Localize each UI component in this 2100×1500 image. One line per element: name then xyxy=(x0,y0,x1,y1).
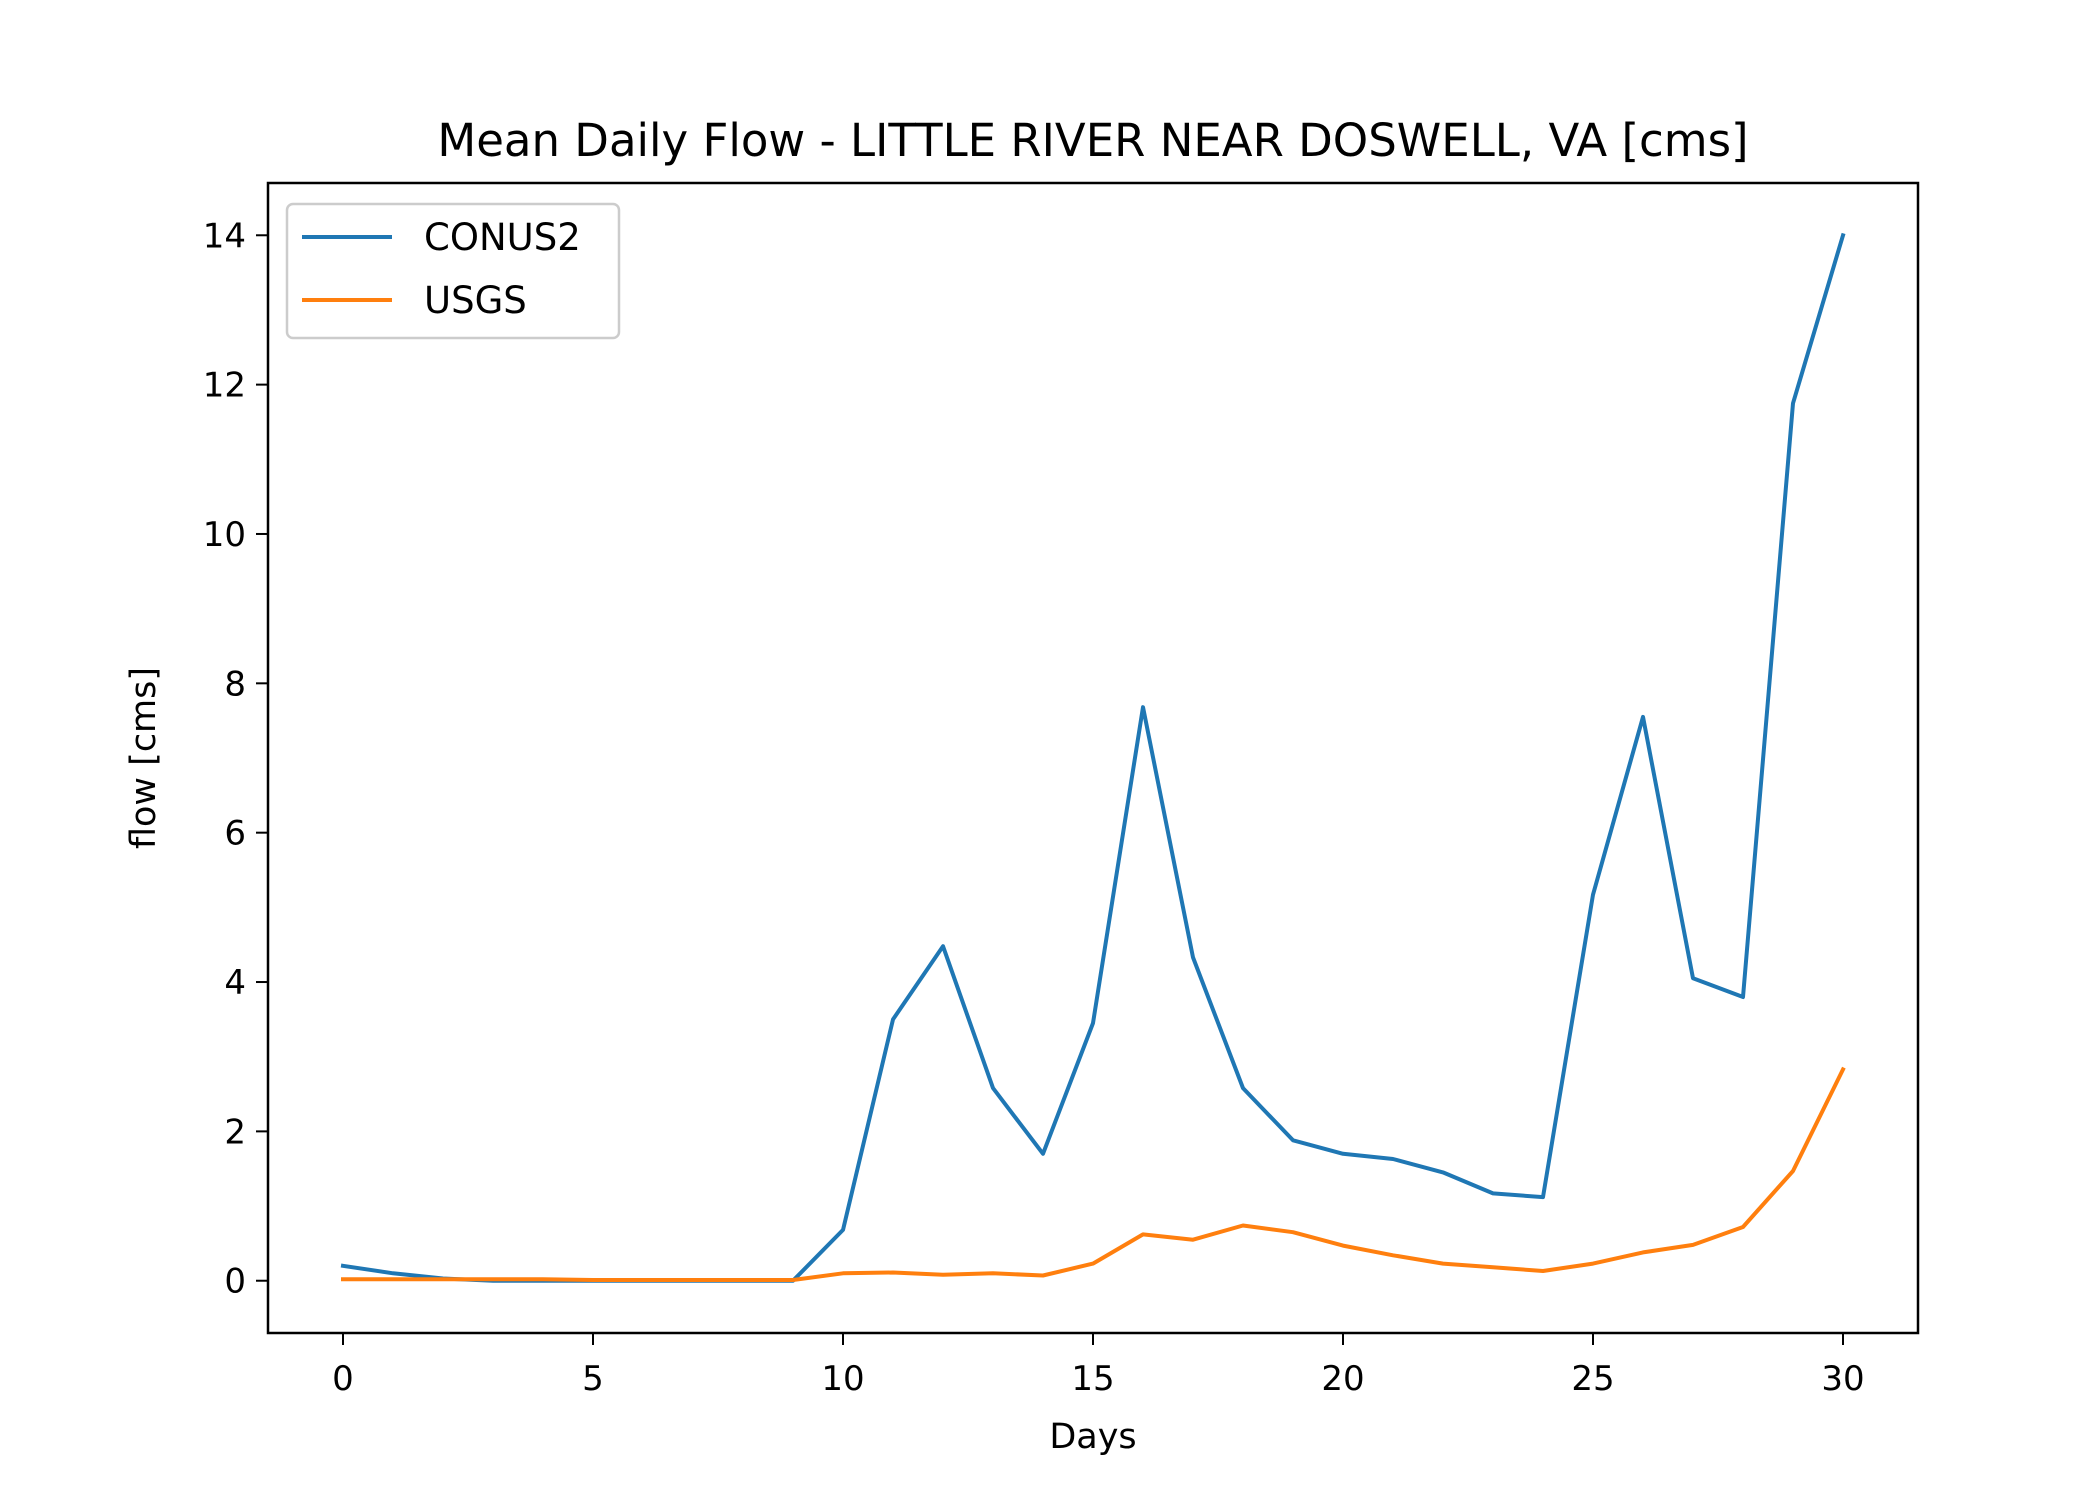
y-axis-label: flow [cms] xyxy=(124,667,164,849)
y-tick-label: 0 xyxy=(224,1262,246,1302)
y-tick-label: 4 xyxy=(224,963,246,1003)
x-tick-label: 10 xyxy=(821,1359,864,1399)
x-tick-label: 20 xyxy=(1321,1359,1364,1399)
series-line-usgs xyxy=(341,1066,1846,1282)
y-tick-label: 12 xyxy=(203,366,246,406)
y-tick-label: 14 xyxy=(203,216,246,256)
legend-label: CONUS2 xyxy=(424,216,581,259)
plot-frame xyxy=(266,181,1920,1335)
x-axis-label: Days xyxy=(1049,1417,1136,1457)
y-tick-label: 6 xyxy=(224,814,246,854)
x-axis-ticks: 0 5 10 15 20 25 30 xyxy=(332,1333,1865,1399)
x-tick-label: 0 xyxy=(332,1359,354,1399)
x-tick-label: 25 xyxy=(1571,1359,1614,1399)
y-axis-ticks: 0 2 4 6 8 10 12 14 xyxy=(203,216,268,1302)
y-tick-label: 2 xyxy=(224,1112,246,1152)
x-tick-label: 30 xyxy=(1821,1359,1864,1399)
x-tick-label: 5 xyxy=(582,1359,604,1399)
chart-title: Mean Daily Flow - LITTLE RIVER NEAR DOSW… xyxy=(437,114,1748,167)
legend-label: USGS xyxy=(424,279,527,322)
legend: CONUS2 USGS xyxy=(285,202,621,340)
y-tick-label: 8 xyxy=(224,664,246,704)
series-layer xyxy=(340,232,1846,1283)
x-tick-label: 15 xyxy=(1071,1359,1114,1399)
y-tick-label: 10 xyxy=(203,515,246,555)
